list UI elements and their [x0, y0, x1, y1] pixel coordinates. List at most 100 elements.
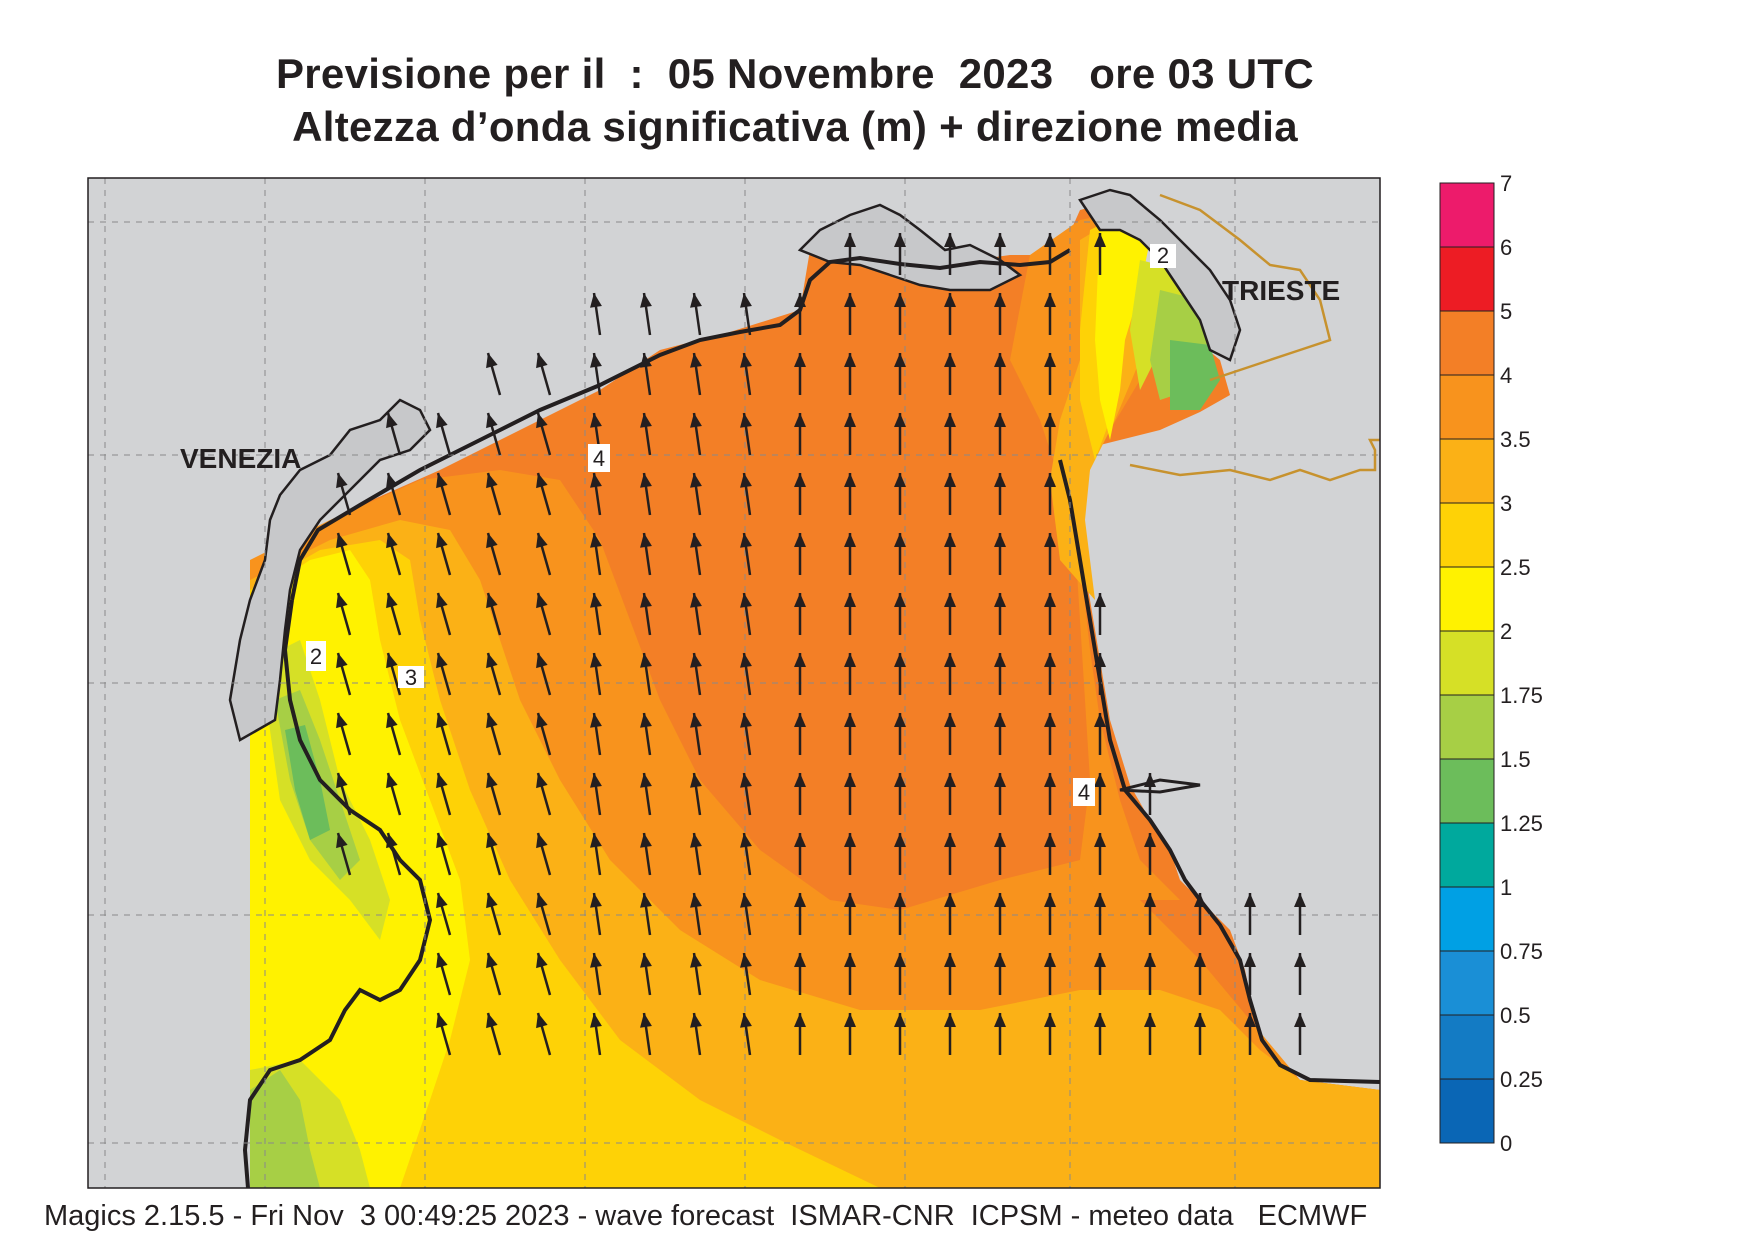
direction-arrow-head: [690, 293, 702, 308]
colorbar-tick-label: 2.5: [1500, 555, 1531, 580]
direction-arrow-head: [436, 413, 448, 429]
colorbar-tick-label: 1.25: [1500, 811, 1543, 836]
direction-arrow-head: [794, 953, 806, 967]
direction-arrow-head: [486, 533, 498, 549]
direction-arrow-head: [794, 653, 806, 667]
direction-arrow-head: [1144, 893, 1156, 907]
direction-arrow-head: [590, 353, 602, 368]
direction-arrow-head: [1094, 593, 1106, 607]
colorbar-swatch: [1439, 694, 1495, 760]
direction-arrow-head: [1294, 893, 1306, 907]
colorbar-tick-label: 3: [1500, 491, 1512, 516]
direction-arrow-head: [794, 1013, 806, 1027]
trieste-peninsula: [1078, 188, 1242, 362]
direction-arrow-head: [640, 593, 652, 608]
direction-arrow-head: [590, 593, 602, 608]
direction-arrow-head: [844, 353, 856, 367]
colorbar-tick-label: 1: [1500, 875, 1512, 900]
direction-arrow-head: [844, 833, 856, 847]
direction-arrow-head: [894, 413, 906, 427]
direction-arrow-head: [590, 893, 602, 908]
colorbar-swatch: [1439, 502, 1495, 568]
direction-arrow-head: [640, 473, 652, 488]
direction-arrow-head: [944, 233, 956, 247]
direction-arrow-head: [794, 833, 806, 847]
place-label-trieste: TRIESTE: [1222, 275, 1340, 306]
band-green: [285, 725, 330, 840]
direction-arrow-head: [944, 293, 956, 307]
direction-arrow-head: [944, 413, 956, 427]
direction-arrow-head: [894, 533, 906, 547]
direction-arrow-head: [794, 413, 806, 427]
direction-arrow-head: [1094, 653, 1106, 667]
colorbar-swatch: [1439, 1078, 1495, 1144]
direction-arrow-head: [436, 833, 448, 849]
direction-arrow-head: [994, 593, 1006, 607]
direction-arrow-head: [994, 833, 1006, 847]
direction-arrow-head: [386, 533, 398, 549]
direction-arrow-head: [436, 533, 448, 549]
direction-arrow-head: [386, 773, 398, 789]
direction-arrow-head: [794, 713, 806, 727]
direction-arrow-head: [1044, 893, 1056, 907]
direction-arrow-head: [944, 713, 956, 727]
direction-arrow-head: [1144, 1013, 1156, 1027]
direction-arrow-head: [794, 473, 806, 487]
direction-arrow-head: [740, 833, 752, 848]
direction-arrow-head: [690, 833, 702, 848]
colorbar-swatch: [1439, 310, 1495, 376]
direction-arrow-head: [590, 953, 602, 968]
contour-label-4: 4: [1073, 778, 1095, 806]
direction-arrow-head: [486, 653, 498, 669]
direction-arrow-head: [386, 413, 398, 429]
direction-arrow-head: [536, 653, 548, 669]
direction-arrow-head: [640, 293, 652, 308]
variable-title: Altezza d’onda significativa (m) + direz…: [292, 103, 1298, 150]
direction-arrow-head: [740, 353, 752, 368]
direction-arrow-head: [894, 593, 906, 607]
direction-arrow-head: [740, 593, 752, 608]
map-area: [88, 178, 1380, 1188]
direction-arrow-head: [844, 233, 856, 247]
direction-arrow-head: [486, 353, 498, 369]
direction-arrow-head: [1194, 1013, 1206, 1027]
direction-arrow-head: [486, 713, 498, 729]
direction-arrow-head: [590, 413, 602, 428]
direction-arrow-head: [1094, 953, 1106, 967]
colorbar-tick-label: 2: [1500, 619, 1512, 644]
direction-arrow-head: [944, 1013, 956, 1027]
direction-arrow-head: [536, 713, 548, 729]
colorbar-swatch: [1439, 822, 1495, 888]
direction-arrow-head: [436, 593, 448, 609]
direction-arrow-head: [894, 653, 906, 667]
map-frame: [87, 177, 1381, 1189]
direction-arrow-head: [740, 653, 752, 668]
direction-arrow-head: [1044, 653, 1056, 667]
direction-arrow-head: [994, 773, 1006, 787]
coastline-west: [242, 599, 433, 1188]
direction-arrow-head: [894, 953, 906, 967]
band-yellow-east: [1095, 210, 1150, 440]
direction-arrow-head: [436, 773, 448, 789]
colorbar-tick-label: 1.75: [1500, 683, 1543, 708]
direction-arrow-head: [894, 293, 906, 307]
direction-arrow-head: [590, 473, 602, 488]
direction-arrow-head: [1194, 953, 1206, 967]
direction-arrow-head: [1044, 953, 1056, 967]
direction-arrow-head: [1294, 953, 1306, 967]
direction-arrow-head: [1094, 233, 1106, 247]
direction-arrow-head: [536, 473, 548, 489]
direction-arrow-head: [386, 653, 398, 669]
colorbar-swatch: [1439, 374, 1495, 440]
svg-text:4: 4: [1078, 780, 1090, 805]
direction-arrow-head: [690, 773, 702, 788]
direction-arrow-head: [1094, 893, 1106, 907]
colorbar-legend: 7 6 5 4 3.5 3 2.5 2 1.75 1.5 1.25 1 0.75 0.5 0.25 0: [1439, 171, 1543, 1156]
direction-arrow-head: [690, 533, 702, 548]
direction-arrow-head: [536, 1013, 548, 1029]
colorbar-swatch: [1439, 566, 1495, 632]
direction-arrow-head: [844, 713, 856, 727]
direction-arrows: [336, 233, 1306, 1056]
direction-arrow-head: [336, 593, 348, 609]
direction-arrow-head: [486, 413, 498, 429]
